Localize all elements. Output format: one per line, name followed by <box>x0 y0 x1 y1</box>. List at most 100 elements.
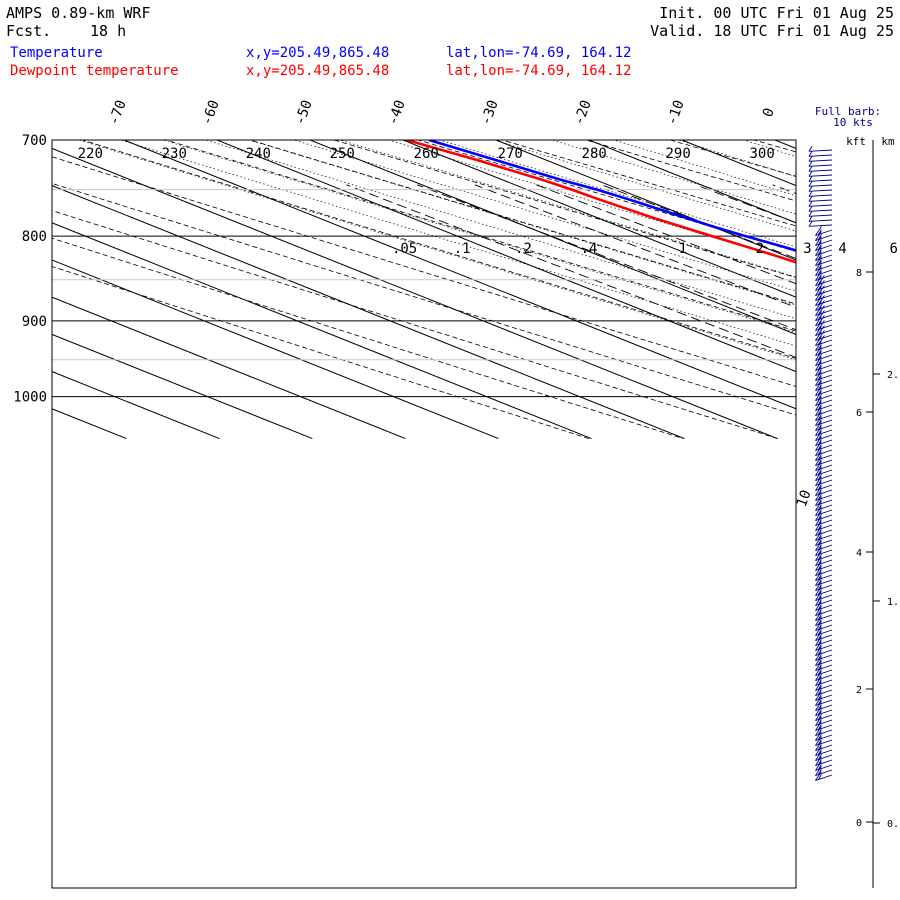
moist-adiabat <box>612 140 796 197</box>
wind-barb <box>815 766 833 776</box>
wind-barb <box>815 641 833 651</box>
adiabat-label: 230 <box>162 146 187 162</box>
wind-barb <box>815 736 833 746</box>
legend-temperature: Temperature <box>10 45 103 61</box>
dry-adiabat <box>52 266 589 439</box>
wind-barb <box>815 361 833 371</box>
wind-barb <box>815 691 833 701</box>
wind-barb <box>815 421 833 431</box>
isotherm-label: -40 <box>385 98 409 127</box>
wind-barb <box>815 706 833 716</box>
wind-barb <box>815 661 833 671</box>
isotherm-label: -70 <box>106 98 130 127</box>
isotherm <box>494 140 796 261</box>
wind-barb <box>815 731 833 741</box>
wind-barb <box>815 561 833 571</box>
wind-barb <box>815 226 833 236</box>
mixing-ratio-label: 6 <box>890 241 898 257</box>
temperature-profile <box>428 140 796 252</box>
wind-barb <box>815 761 833 771</box>
wind-barb <box>815 586 833 596</box>
wind-barb <box>815 416 833 426</box>
wind-barb <box>815 466 833 476</box>
moist-adiabat <box>248 140 796 306</box>
wind-barb <box>815 656 833 666</box>
mixing-ratio-label: 3 <box>803 241 811 257</box>
diagram-grid <box>52 76 900 440</box>
wind-barb <box>815 295 833 306</box>
wind-barb <box>815 716 833 726</box>
wind-barb <box>815 671 833 681</box>
mixing-ratio-label: .2 <box>515 241 532 257</box>
pressure-tick-label: 1000 <box>13 390 47 406</box>
wind-barb <box>815 436 833 446</box>
forecast-hour: 18 h <box>90 22 127 40</box>
dry-adiabat <box>52 237 684 439</box>
isotherm <box>762 98 900 439</box>
isotherm <box>52 333 313 440</box>
wind-barb <box>815 566 833 576</box>
wind-barb <box>808 221 833 227</box>
wind-barb <box>808 196 833 202</box>
wind-barb <box>815 536 833 546</box>
adiabat-label: 280 <box>582 146 607 162</box>
wind-barb <box>815 256 833 266</box>
km-label: km <box>881 135 895 148</box>
wind-barb <box>815 701 833 711</box>
wind-barb <box>808 146 833 152</box>
kft-tick-label: 0 <box>856 818 862 829</box>
wind-barb <box>815 266 833 276</box>
wind-barb <box>815 315 833 326</box>
wind-barb <box>815 771 833 781</box>
pressure-tick-label: 900 <box>22 314 47 330</box>
wind-barb-column: Full barb:10 kts <box>808 105 881 781</box>
isotherm-label: 10 <box>794 488 815 509</box>
wind-barb <box>815 681 833 691</box>
dry-adiabat <box>248 140 796 305</box>
mixing-ratio-label: .1 <box>454 241 471 257</box>
temp-latlon: lat,lon=-74.69, 164.12 <box>446 45 632 61</box>
kft-tick-label: 8 <box>856 268 862 279</box>
temp-xy: x,y=205.49,865.48 <box>246 45 390 61</box>
adiabat-label: 260 <box>414 146 439 162</box>
kft-tick-label: 2 <box>856 685 862 696</box>
wind-barb <box>815 386 833 396</box>
dry-adiabat <box>611 76 900 439</box>
wind-barb <box>815 246 833 256</box>
wind-barb <box>815 280 833 291</box>
wind-barb <box>815 666 833 676</box>
wind-barb <box>815 305 833 316</box>
adiabat-label: 220 <box>78 146 103 162</box>
wind-barb <box>815 481 833 491</box>
wind-barb <box>815 241 833 251</box>
dry-adiabat <box>80 140 796 359</box>
wind-barb <box>815 290 833 301</box>
wind-barb <box>815 686 833 696</box>
dewpoint-profile <box>406 140 796 264</box>
isotherm-label: -60 <box>199 98 223 127</box>
moist-adiabat <box>77 140 796 361</box>
wind-barb <box>815 491 833 501</box>
forecast-label: Fcst. <box>6 22 52 40</box>
wind-barb <box>815 711 833 721</box>
wind-barb <box>815 275 833 286</box>
wind-barb <box>815 616 833 626</box>
mixing-ratio-label: .4 <box>581 241 598 257</box>
wind-barb <box>815 756 833 766</box>
adiabat-label: 290 <box>666 146 691 162</box>
pressure-tick-label: 700 <box>22 133 47 149</box>
dew-latlon: lat,lon=-74.69, 164.12 <box>446 63 632 79</box>
dry-adiabat <box>52 210 778 439</box>
wind-barb <box>808 186 833 192</box>
wind-barb <box>815 511 833 521</box>
pressure-tick-label: 800 <box>22 229 47 245</box>
wind-barb <box>815 310 833 321</box>
dry-adiabat <box>416 140 796 252</box>
adiabat-label: 250 <box>330 146 355 162</box>
wind-barb <box>815 556 833 566</box>
wind-barb <box>815 506 833 516</box>
isotherm <box>52 296 406 440</box>
wind-barb <box>815 621 833 631</box>
wind-barb <box>815 591 833 601</box>
